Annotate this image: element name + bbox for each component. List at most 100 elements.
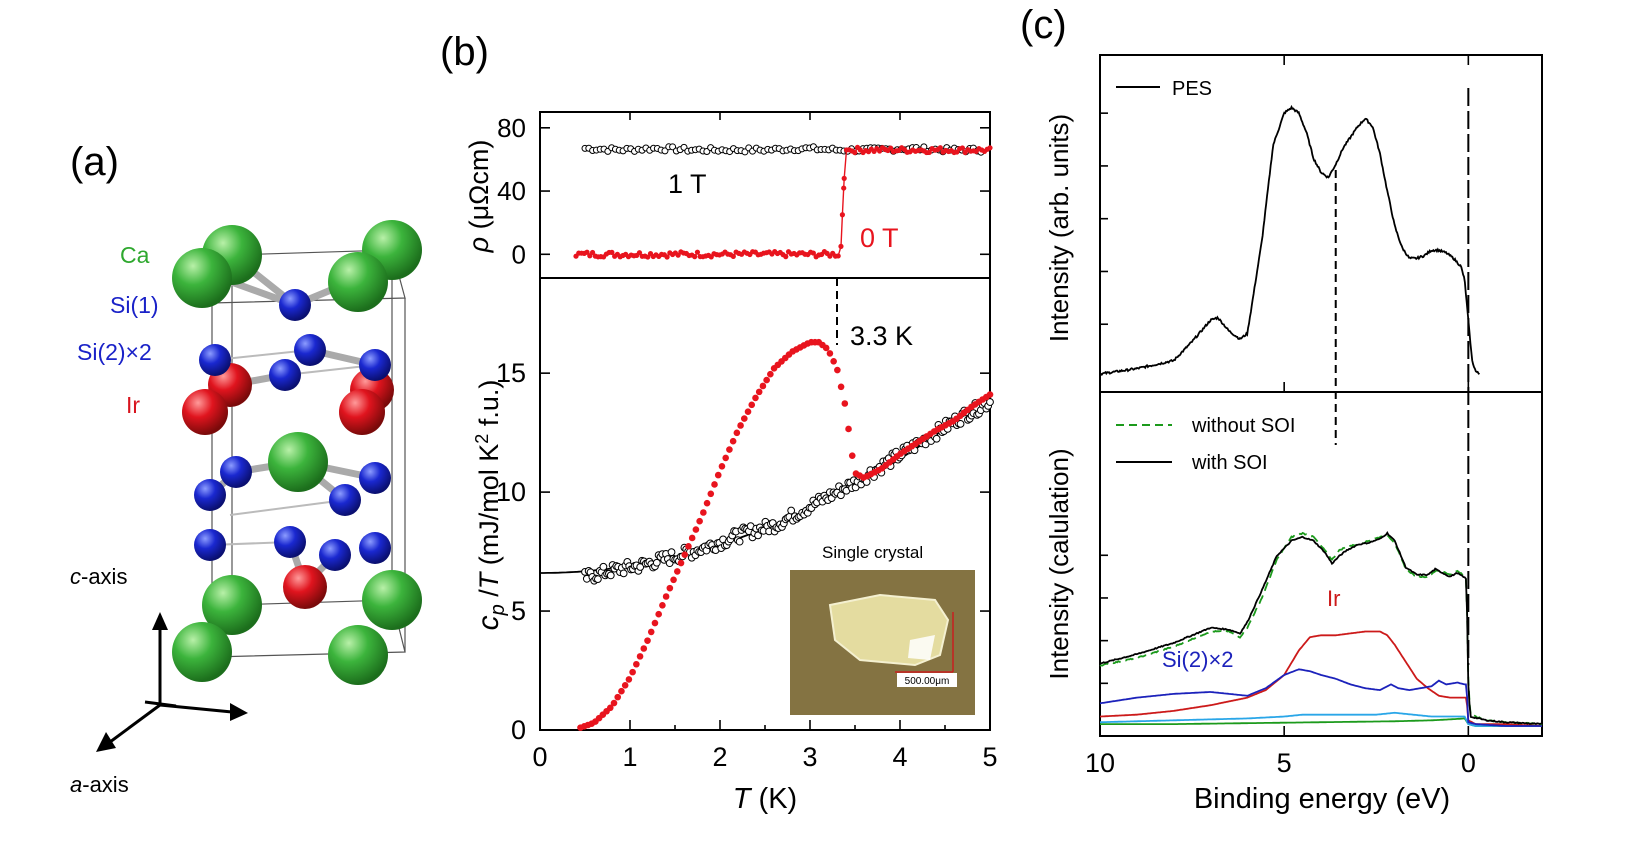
rho-0T-point	[730, 253, 736, 259]
cp-0T-point	[666, 584, 674, 592]
cp-xtick-label: 3	[802, 742, 817, 772]
cp-0T-point	[659, 602, 666, 609]
cp-xtick-label: 1	[622, 742, 637, 772]
cp-0T-point	[718, 462, 726, 470]
cp-0T-point	[711, 481, 718, 488]
cp-0T-point	[834, 366, 841, 374]
c-axis-label: c-axis	[70, 564, 127, 589]
annot-0T: 0 T	[860, 223, 899, 253]
cp-0T-point	[670, 576, 677, 584]
cp-0T-point	[629, 668, 636, 676]
rho-0T-point	[692, 254, 698, 260]
pes-ylabel: Intensity (arb. units)	[1044, 114, 1074, 342]
cp-0T-point	[703, 499, 711, 507]
cp-0T-point	[707, 490, 715, 498]
cp-ytick-label: 10	[496, 477, 526, 507]
cp-0T-point	[700, 509, 707, 516]
cp-1T-point	[599, 562, 608, 571]
calc-xtick-label: 10	[1085, 748, 1115, 778]
cp-0T-point	[633, 660, 640, 668]
rho-1T-point	[669, 143, 677, 151]
cp-0T-point	[733, 429, 741, 437]
rho-0T-point	[852, 149, 858, 156]
calc-xtick-label: 5	[1277, 748, 1292, 778]
rho-0T-point	[584, 249, 590, 255]
cp-0T-point	[714, 471, 722, 479]
cp-1T-point	[932, 434, 941, 443]
rho-0T-point	[835, 253, 841, 259]
pes-frame	[1099, 54, 1543, 393]
cp-0T-point	[737, 422, 744, 429]
rho-ytick-label: 80	[497, 113, 526, 143]
pes-curve	[1099, 104, 1481, 377]
inset-label: Single crystal	[822, 543, 923, 562]
cp-0T-point	[640, 645, 648, 652]
panel-label-a: (a)	[70, 140, 119, 184]
a-axis-label: a-axis	[70, 772, 129, 797]
calculation-plot: 10 5 0	[1085, 391, 1543, 778]
cp-0T-point	[741, 415, 748, 422]
cp-0T-point	[610, 699, 618, 707]
cp-1T-point	[787, 506, 796, 515]
cp-0T-point	[621, 682, 629, 689]
cp-0T-point	[692, 526, 700, 533]
cp-0T-point	[651, 619, 659, 627]
cp-0T-point	[752, 394, 759, 402]
crystal-photo-inset	[790, 570, 975, 715]
crystal-structure	[172, 220, 422, 685]
label-si2-curve: Si(2)×2	[1162, 647, 1234, 672]
rho-0T-point	[959, 145, 966, 151]
cp-0T-point	[655, 610, 662, 618]
rho-0T-point	[810, 250, 816, 256]
cp-0T-point	[837, 383, 845, 391]
cp-xlabel: T (K)	[733, 783, 797, 815]
cp-0T-point	[696, 517, 703, 525]
label-ir-curve: Ir	[1327, 586, 1340, 611]
cp-0T-point	[848, 452, 856, 459]
cp-ylabel: cp /T (mJ/mol K2 f.u.)	[472, 380, 509, 631]
calc-curve-without-soi	[1099, 531, 1543, 726]
rho-0T-point	[841, 175, 847, 181]
calculation-frame	[1099, 391, 1543, 737]
legend-pes-label: PES	[1172, 78, 1212, 100]
cp-0T-point	[759, 382, 767, 390]
cp-1T-point	[652, 558, 661, 567]
cp-1T-point	[606, 571, 615, 580]
cp-1T-point	[956, 419, 965, 428]
cp-0T-point	[685, 543, 692, 550]
cp-0T-point	[986, 391, 994, 398]
rho-0T-point	[839, 212, 846, 218]
panel-label-c: (c)	[1020, 3, 1067, 47]
cp-ytick-label: 0	[511, 715, 526, 745]
cp-0T-point	[744, 408, 752, 416]
label-ca: Ca	[120, 242, 150, 268]
calc-xtick-label: 0	[1461, 748, 1476, 778]
cp-0T-point	[677, 559, 685, 567]
rho-0T-point	[987, 145, 993, 151]
cp-0T-point	[767, 370, 774, 378]
cp-0T-point	[841, 400, 849, 407]
calc-curve-si-1-	[1100, 711, 1542, 727]
legend-without-soi-label: without SOI	[1191, 415, 1295, 437]
cp-0T-point	[614, 693, 622, 701]
rho-0T-point	[783, 254, 789, 260]
rho-0T-point	[888, 145, 894, 151]
rho-0T-point	[694, 249, 701, 255]
cp-1T-point	[735, 537, 744, 546]
rho-ylabel: ρ (μΩcm)	[464, 140, 494, 254]
cp-0T-point	[726, 446, 733, 453]
tc-label: 3.3 K	[850, 321, 913, 351]
cp-0T-point	[636, 653, 644, 660]
resistivity-plot: 0 40 80	[497, 111, 993, 279]
calc-curve-si-2-2	[1099, 668, 1542, 727]
cp-0T-point	[681, 551, 689, 558]
cp-xtick-label: 0	[532, 742, 547, 772]
label-si1: Si(1)	[110, 292, 159, 318]
cp-0T-point	[625, 676, 633, 683]
calc-xlabel: Binding energy (eV)	[1194, 783, 1450, 815]
cp-1T-point	[593, 575, 602, 584]
rho-0T-line	[575, 146, 991, 259]
inset-scalebar: 500.00μm	[905, 676, 950, 687]
rho-ytick-label: 40	[497, 176, 526, 206]
cp-0T-point	[647, 628, 655, 636]
